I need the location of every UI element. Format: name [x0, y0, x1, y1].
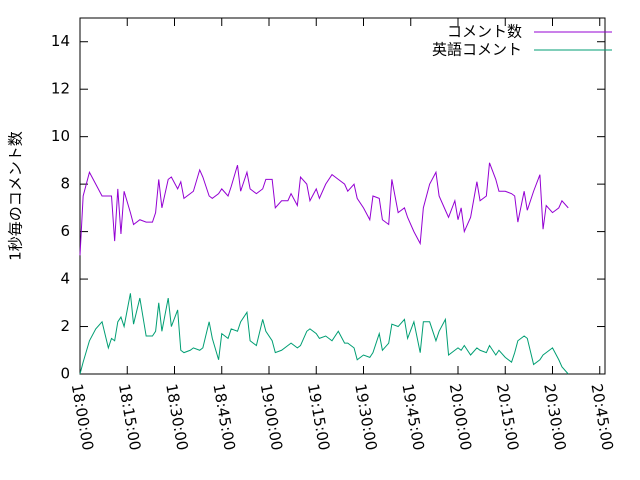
- x-tick-label: 19:30:00: [351, 382, 380, 451]
- plot-frame: [79, 17, 606, 375]
- y-tick-label: 10: [51, 127, 70, 145]
- x-tick-label: 18:45:00: [209, 382, 238, 451]
- y-tick-label: 0: [60, 365, 70, 383]
- x-tick-label: 20:00:00: [446, 382, 475, 451]
- y-tick-label: 6: [60, 222, 70, 240]
- legend-label: コメント数: [447, 23, 522, 41]
- y-tick-label: 4: [60, 270, 70, 288]
- x-tick-label: 19:45:00: [398, 382, 427, 451]
- x-tick-label: 20:15:00: [493, 382, 522, 451]
- legend-label: 英語コメント: [432, 41, 522, 59]
- x-tick-label: 19:15:00: [304, 382, 333, 451]
- x-tick-label: 19:00:00: [257, 382, 286, 451]
- series-line: [79, 162, 569, 256]
- x-tick-label: 18:15:00: [115, 382, 144, 451]
- x-tick-label: 18:00:00: [68, 382, 97, 451]
- x-tick-label: 20:30:00: [540, 382, 569, 451]
- y-tick-label: 12: [51, 80, 70, 98]
- y-tick-label: 14: [51, 32, 70, 50]
- y-tick-label: 2: [60, 317, 70, 335]
- x-tick-label: 20:45:00: [587, 382, 616, 451]
- y-axis-label: 1秒毎のコメント数: [7, 131, 25, 261]
- y-tick-label: 8: [60, 175, 70, 193]
- x-tick-label: 18:30:00: [162, 382, 191, 451]
- series-line: [79, 293, 569, 375]
